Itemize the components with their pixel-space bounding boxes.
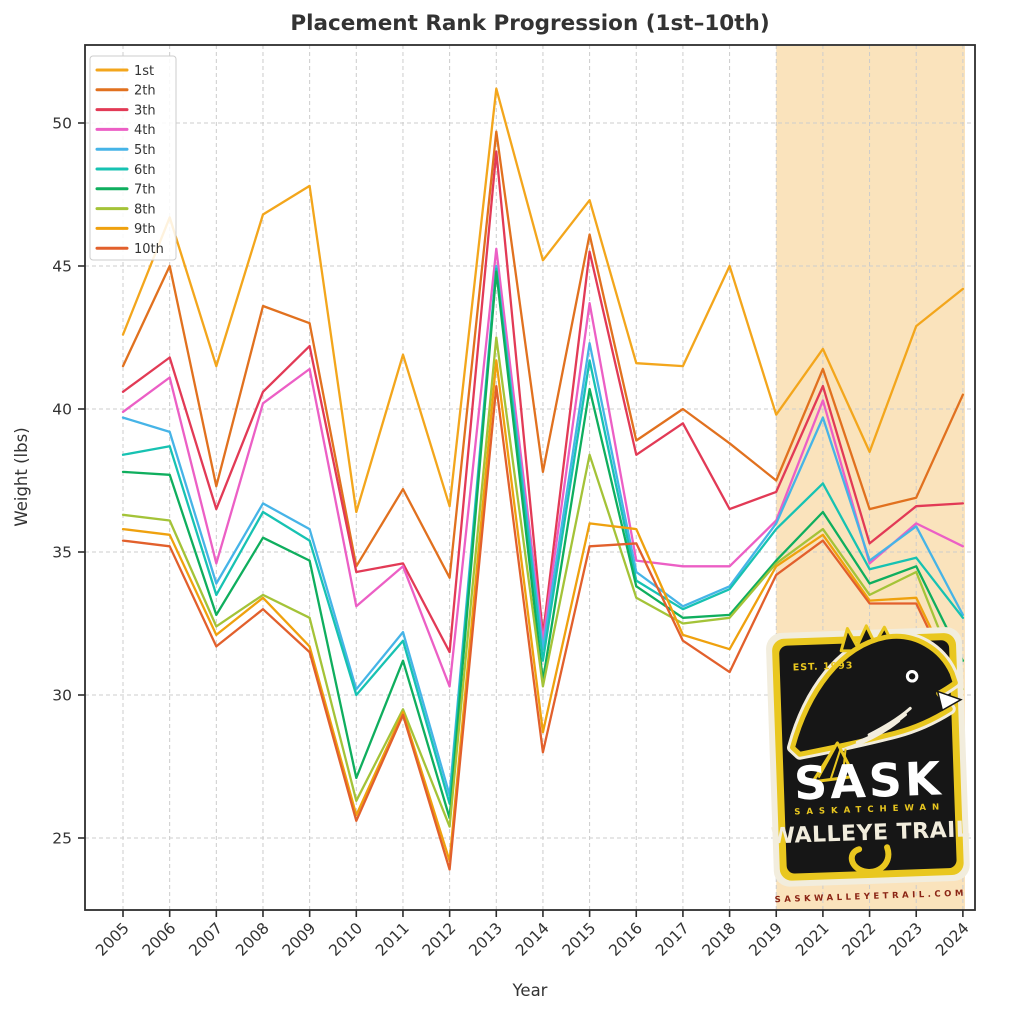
chart-title: Placement Rank Progression (1st–10th) [290, 11, 769, 36]
series-line-10th [121, 384, 965, 871]
series-line-9th [121, 359, 965, 863]
x-tick-label: 2019 [745, 919, 786, 960]
fish-mouth [936, 690, 963, 712]
x-tick-label: 2008 [232, 919, 273, 960]
fish-body [790, 633, 958, 757]
y-tick-label: 30 [52, 687, 72, 705]
x-tick-label: 2006 [139, 919, 180, 960]
legend-label-10th: 10th [134, 242, 164, 257]
logo-hook-swoosh [848, 844, 892, 875]
fish-pupil [908, 673, 916, 680]
legend-label-9th: 9th [134, 222, 156, 237]
series-line-6th [121, 267, 965, 805]
y-tick-label: 40 [52, 401, 72, 419]
legend-label-5th: 5th [134, 143, 156, 158]
logo-est-text: EST. 1993 [793, 660, 854, 673]
x-tick-label: 2015 [559, 919, 600, 960]
y-tick-label: 25 [52, 830, 72, 848]
x-tick-label: 2021 [792, 919, 833, 960]
logo-main-text: SASK [793, 751, 944, 810]
x-tick-label: 2012 [419, 919, 460, 960]
gridlines [85, 45, 975, 910]
x-tick-label: 2013 [465, 919, 506, 960]
series-line-1st [121, 87, 965, 514]
fish-belly-stripe [844, 719, 901, 751]
legend-label-2th: 2th [134, 84, 156, 99]
series-line-8th [121, 336, 965, 828]
plot-frame [84, 44, 976, 911]
y-tick-label: 45 [52, 258, 72, 276]
x-tick-label: 2017 [652, 919, 693, 960]
y-axis-label: Weight (lbs) [12, 427, 31, 526]
legend-label-3th: 3th [134, 103, 156, 118]
x-tick-label: 2014 [512, 919, 553, 960]
x-tick-label: 2005 [92, 919, 133, 960]
x-tick-label: 2016 [605, 919, 646, 960]
y-tick-label: 35 [52, 544, 72, 562]
series-lines [121, 87, 965, 871]
legend-label-4th: 4th [134, 123, 156, 138]
legend: 1st 2th 3th 4th 5th 6th 7th 8th 9th 10th [89, 55, 177, 261]
sask-walleye-trail-logo: EST. 1993 SASK SASKATCHEWAN WALLEYE TRAI… [766, 624, 971, 905]
x-tick-label: 2024 [932, 919, 973, 960]
x-axis-label: Year [512, 981, 548, 1000]
y-tick-label: 50 [52, 115, 72, 133]
walleye-fish-icon [787, 624, 963, 784]
legend-label-8th: 8th [134, 202, 156, 217]
x-tick-label: 2022 [839, 919, 880, 960]
fish-belly-stripe [855, 713, 907, 744]
x-tick-label: 2011 [372, 919, 413, 960]
x-tick-label: 2009 [279, 919, 320, 960]
legend-label-1st: 1st [134, 64, 154, 79]
x-tick-label: 2007 [186, 919, 227, 960]
legend-label-7th: 7th [134, 183, 156, 198]
x-tick-label: 2023 [885, 919, 926, 960]
series-line-2th [121, 130, 965, 579]
fish-belly-stripe [867, 706, 912, 737]
fish-fin-rays [817, 746, 847, 780]
x-tick-label: 2018 [699, 919, 740, 960]
axes-frame [78, 44, 976, 917]
series-line-5th [121, 264, 965, 797]
x-tick-label: 2010 [326, 919, 367, 960]
legend-label-6th: 6th [134, 163, 156, 178]
